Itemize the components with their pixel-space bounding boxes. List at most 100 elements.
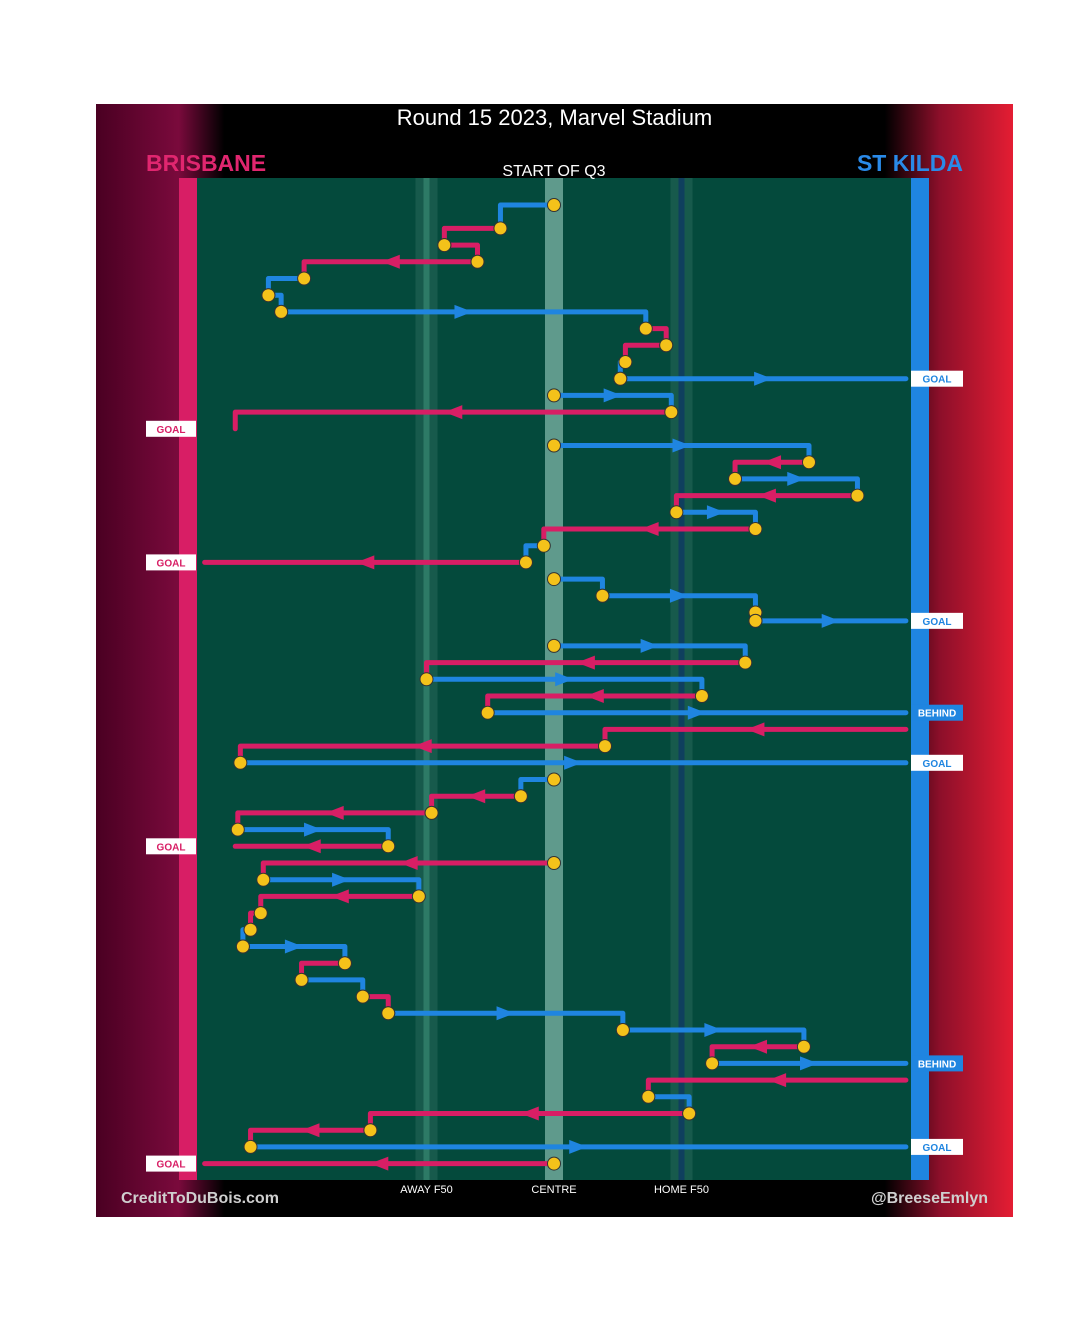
stoppage-marker xyxy=(381,1006,396,1021)
stoppage-marker xyxy=(437,238,452,253)
chain-arrow xyxy=(787,471,806,486)
outcome-label: GOAL xyxy=(157,558,186,569)
x-axis-label: CENTRE xyxy=(531,1184,576,1196)
chain-arrow xyxy=(302,839,321,854)
outcome-label: GOAL xyxy=(157,842,186,853)
stoppage-marker xyxy=(355,989,370,1004)
chart-labels: GOAL GOAL GOAL GOAL BEHIND GOAL GOAL BEHIND GOAL… xyxy=(146,163,963,1196)
chain-arrow xyxy=(687,705,706,720)
stoppage-marker xyxy=(230,822,245,837)
chain-line xyxy=(232,409,674,432)
chain-arrow xyxy=(520,1106,539,1121)
chain-arrow xyxy=(496,1006,515,1021)
outcome-badge xyxy=(911,370,963,387)
chain-arrow xyxy=(399,856,418,870)
chain-arrow xyxy=(301,1123,320,1138)
chain-arrow xyxy=(821,613,840,628)
stoppage-marker xyxy=(618,355,633,369)
chain-arrow xyxy=(754,371,773,386)
stoppage-marker xyxy=(850,488,865,503)
stoppage-marker xyxy=(705,1056,720,1071)
chain-markers xyxy=(230,198,865,1171)
outcome-badge xyxy=(146,420,196,437)
stkilda-team-label: ST KILDA xyxy=(856,150,963,176)
chart-frame: GOAL GOAL GOAL GOAL BEHIND GOAL GOAL BEHIND GOAL… xyxy=(96,104,1013,1217)
chain-arrow xyxy=(454,304,473,319)
stoppage-marker xyxy=(470,254,485,269)
stoppage-marker xyxy=(493,221,508,236)
chart-title: Round 15 2023, Marvel Stadium xyxy=(396,105,713,130)
stoppage-marker xyxy=(297,271,312,286)
chain-arrow xyxy=(757,488,776,503)
stoppage-marker xyxy=(669,505,684,520)
stoppage-marker xyxy=(641,1089,656,1104)
stoppage-marker xyxy=(337,956,352,971)
stoppage-marker xyxy=(536,538,551,553)
stoppage-marker xyxy=(748,613,763,628)
chain-line xyxy=(497,202,557,231)
chain-arrow xyxy=(672,438,691,453)
stoppage-marker xyxy=(294,972,309,987)
stoppage-marker xyxy=(547,198,561,213)
outcome-label: GOAL xyxy=(157,425,186,436)
stoppage-marker xyxy=(796,1039,811,1054)
stoppage-marker xyxy=(547,388,561,403)
stoppage-marker xyxy=(613,371,628,386)
chain-arrow xyxy=(467,789,486,804)
chain-arrow xyxy=(569,1139,588,1154)
outcome-badge xyxy=(911,1055,963,1072)
stoppage-marker xyxy=(664,405,679,420)
chain-arrow xyxy=(640,638,659,653)
outcome-badge xyxy=(911,754,963,771)
brisbane-team-label: BRISBANE xyxy=(146,150,267,176)
stoppage-marker xyxy=(235,939,250,954)
stoppage-marker xyxy=(253,906,268,921)
outcome-badge xyxy=(911,704,963,721)
outcome-label: BEHIND xyxy=(918,1059,956,1070)
stoppage-marker xyxy=(802,455,816,470)
stoppage-marker xyxy=(638,321,653,336)
outcome-badge xyxy=(146,838,196,855)
stoppage-marker xyxy=(547,1156,561,1171)
stoppage-marker xyxy=(595,588,610,603)
outcome-badge xyxy=(146,1155,196,1172)
chain-arrow xyxy=(304,822,323,837)
stoppage-marker xyxy=(547,856,561,870)
stoppage-marker xyxy=(256,872,271,887)
chain-arrow xyxy=(332,872,351,887)
stoppage-marker xyxy=(615,1023,630,1037)
stoppage-marker xyxy=(363,1123,378,1138)
chain-arrow xyxy=(555,672,574,687)
stoppage-marker xyxy=(480,705,495,720)
chain-arrow xyxy=(763,455,782,470)
stoppage-marker xyxy=(598,739,612,754)
stoppage-marker xyxy=(261,288,276,303)
stoppage-marker xyxy=(748,522,763,536)
stoppage-marker xyxy=(518,555,533,570)
stoppage-marker xyxy=(728,471,743,486)
chain-arrow xyxy=(381,254,400,269)
outcome-badge xyxy=(911,1138,963,1155)
chain-arrow xyxy=(706,505,725,520)
chain-arrow xyxy=(444,405,463,420)
chain-arrow xyxy=(746,722,765,737)
stoppage-marker xyxy=(243,1139,258,1154)
chain-arrow xyxy=(284,939,303,954)
possession-chain-chart: GOAL GOAL GOAL GOAL BEHIND GOAL GOAL BEHIND GOAL… xyxy=(146,163,963,1196)
chain-arrow xyxy=(640,522,659,536)
outcome-label: BEHIND xyxy=(918,709,956,720)
stoppage-marker xyxy=(694,689,709,703)
chain-arrow xyxy=(370,1156,389,1171)
stoppage-marker xyxy=(547,572,561,587)
chain-arrow xyxy=(768,1073,787,1088)
chain-arrow xyxy=(564,755,583,770)
credit-handle: @BreeseEmlyn xyxy=(871,1190,988,1207)
stoppage-marker xyxy=(682,1106,697,1121)
chain-arrow xyxy=(669,588,688,603)
stoppage-marker xyxy=(274,304,289,319)
stoppage-marker xyxy=(547,772,561,787)
chain-arrow xyxy=(413,739,432,754)
stoppage-marker xyxy=(419,672,434,687)
stoppage-marker xyxy=(547,438,561,453)
stkilda-goal-bar xyxy=(911,178,929,1180)
